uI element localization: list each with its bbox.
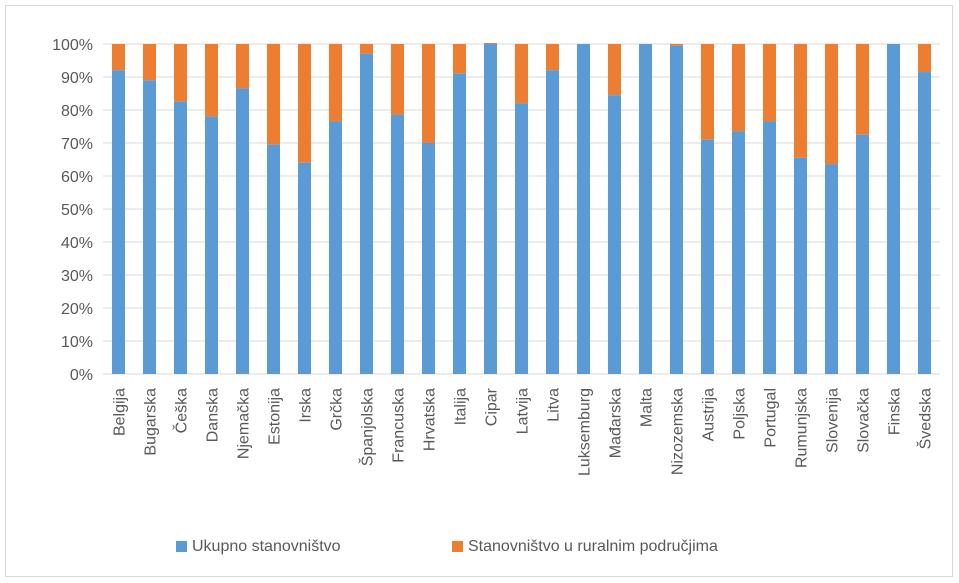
legend-label-rural: Stanovništvo u ruralnim područjima [468, 538, 718, 555]
bar-segment-rural [390, 44, 405, 115]
x-tick-label: Latvija [515, 388, 532, 434]
x-tick-label: Njemačka [236, 388, 253, 459]
y-tick-label: 90% [61, 70, 93, 87]
bar-segment-rural [762, 44, 777, 122]
bar-segment-rural [700, 44, 715, 140]
bar-segment-total [235, 88, 250, 375]
x-tick-label: Luksemburg [577, 388, 594, 476]
bar-segment-total [545, 70, 560, 375]
y-tick-label: 10% [61, 334, 93, 351]
bar-segment-rural [266, 44, 281, 145]
bar-segment-total [328, 121, 343, 374]
x-tick-label: Italija [453, 388, 470, 425]
x-tick-label: Hrvatska [422, 388, 439, 451]
bar-segment-total [917, 72, 932, 375]
x-axis-ticks: Belgija Bugarska Češka Danska Njemačka Estoni… [112, 387, 935, 476]
bar-segment-total [266, 144, 281, 374]
bar-segment-rural [452, 44, 467, 74]
bar-segment-rural [328, 44, 343, 122]
x-tick-label: Malta [639, 388, 656, 427]
y-tick-label: 100% [52, 37, 93, 54]
x-tick-label: Belgija [112, 388, 129, 436]
legend: Ukupno stanovništvo Stanovništvo u ruraln… [176, 538, 718, 555]
legend-swatch-rural [452, 541, 463, 552]
bar-segment-total [638, 44, 653, 374]
x-tick-label: Slovenija [825, 388, 842, 453]
bar-segment-rural [514, 44, 529, 104]
x-tick-label: Austrija [701, 388, 718, 441]
x-tick-label: Irska [298, 388, 315, 423]
bar-segment-total [731, 131, 746, 374]
bar-segment-total [452, 73, 467, 374]
y-tick-label: 20% [61, 301, 93, 318]
legend-swatch-total [176, 541, 187, 552]
x-tick-label: Portugal [763, 388, 780, 448]
bar-segment-total [700, 139, 715, 374]
bar-segment-rural [142, 44, 157, 81]
x-tick-label: Cipar [484, 387, 501, 426]
x-tick-label: Poljska [732, 388, 749, 440]
bar-segment-rural [545, 44, 560, 71]
bar-segment-rural [669, 44, 684, 46]
x-tick-label: Nizozemska [670, 388, 687, 475]
x-tick-label: Mađarska [608, 388, 625, 458]
bar-segment-rural [917, 44, 932, 73]
bar-segment-total [793, 157, 808, 374]
bar-segment-total [607, 95, 622, 375]
bar-segment-rural [235, 44, 250, 89]
bar-segment-total [390, 114, 405, 374]
bar-segment-rural [731, 44, 746, 132]
bar-segment-rural [824, 44, 839, 165]
x-tick-label: Švedska [916, 388, 935, 449]
x-tick-label: Slovačka [856, 388, 873, 453]
bars [111, 43, 932, 375]
bar-segment-total [421, 143, 436, 374]
bar-segment-total [762, 121, 777, 374]
y-tick-label: 80% [61, 103, 93, 120]
bar-segment-total [173, 101, 188, 374]
bar-segment-total [142, 80, 157, 375]
bar-segment-total [824, 164, 839, 374]
bar-segment-rural [111, 44, 126, 71]
y-tick-label: 60% [61, 169, 93, 186]
y-tick-label: 0% [70, 367, 93, 384]
y-tick-label: 40% [61, 235, 93, 252]
x-tick-label: Rumunjska [794, 388, 811, 468]
bar-segment-total [483, 44, 498, 374]
legend-label-total: Ukupno stanovništvo [192, 538, 341, 555]
y-tick-label: 50% [61, 202, 93, 219]
bar-segment-total [297, 162, 312, 374]
x-tick-label: Španjolska [358, 388, 377, 466]
bar-segment-total [886, 44, 901, 374]
bar-segment-total [576, 44, 591, 374]
bar-segment-total [855, 134, 870, 374]
x-tick-label: Francuska [391, 388, 408, 463]
bar-segment-rural [855, 44, 870, 135]
bar-segment-rural [421, 44, 436, 143]
x-tick-label: Litva [546, 388, 563, 422]
bar-segment-total [359, 53, 374, 375]
y-axis-ticks: 0% 10% 20% 30% 40% 50% 60% 70% 80% 90% 100% [52, 37, 93, 384]
bar-segment-total [204, 116, 219, 374]
x-tick-label: Češka [172, 388, 191, 433]
y-tick-label: 70% [61, 136, 93, 153]
bar-segment-rural [359, 44, 374, 54]
x-tick-label: Finska [887, 388, 904, 435]
bar-segment-rural [607, 44, 622, 96]
x-tick-label: Grčka [329, 388, 346, 431]
x-tick-label: Bugarska [143, 388, 160, 456]
bar-segment-rural [793, 44, 808, 158]
bar-segment-rural [483, 43, 498, 44]
bar-segment-total [669, 45, 684, 375]
bar-segment-total [514, 103, 529, 375]
x-tick-label: Danska [205, 388, 222, 442]
bar-segment-rural [297, 44, 312, 163]
y-tick-label: 30% [61, 268, 93, 285]
x-tick-label: Estonija [267, 388, 284, 445]
bar-segment-rural [173, 44, 188, 102]
bar-segment-rural [204, 44, 219, 117]
bar-segment-total [111, 70, 126, 375]
